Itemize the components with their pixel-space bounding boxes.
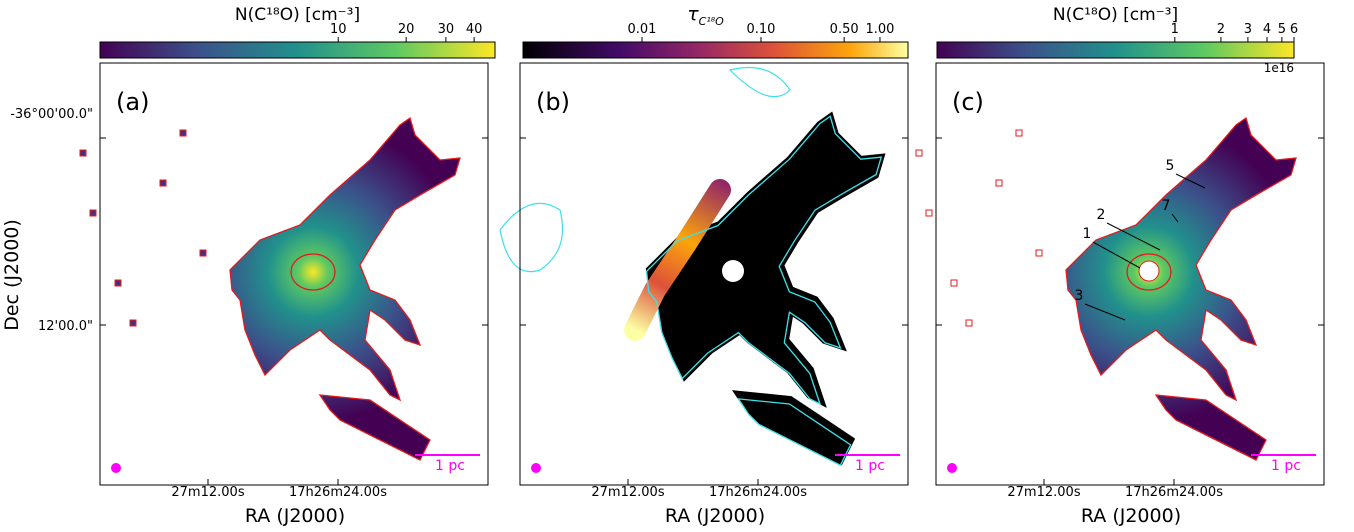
colorbar-tick-label: 6 — [1290, 22, 1298, 37]
colorbar-tick-label: 0.10 — [747, 22, 776, 37]
colorbar-title: τC¹⁸O — [687, 3, 724, 28]
beam — [531, 463, 541, 473]
y-tick-label: 12'00.0" — [38, 319, 93, 334]
masked-region — [1138, 260, 1160, 282]
y-axis-label: Dec (J2000) — [1, 219, 23, 331]
panel-label: (a) — [116, 88, 149, 116]
colorbar — [936, 41, 1295, 59]
source-pointer — [1106, 222, 1161, 251]
masked-region — [722, 260, 744, 282]
colorbar-tick-label: 30 — [438, 22, 455, 37]
colorbar — [522, 41, 909, 59]
pixel — [89, 209, 97, 217]
source-label: 1 — [1083, 226, 1092, 242]
pixel — [925, 209, 933, 217]
map-column-density — [1066, 118, 1296, 460]
colorbar-tick-label: 3 — [1244, 22, 1252, 37]
x-axis-label: RA (J2000) — [245, 505, 345, 527]
colorbar-tick-label: 1.00 — [865, 22, 894, 37]
pixel — [79, 149, 87, 157]
x-tick-label: 27m12.00s — [1007, 485, 1080, 500]
contour — [290, 253, 336, 291]
pixel — [1015, 129, 1023, 137]
colorbar-tick-label: 0.01 — [628, 22, 657, 37]
source-pointer — [1171, 213, 1179, 223]
frame — [935, 62, 1325, 486]
colorbar-tick-label: 0.50 — [830, 22, 859, 37]
colorbar — [99, 41, 496, 59]
x-tick-label: 27m12.00s — [591, 485, 664, 500]
panel-label: (b) — [536, 88, 570, 116]
pixel — [114, 279, 122, 287]
colorbar-tick-label: 1 — [1171, 22, 1179, 37]
map-panel — [79, 117, 461, 461]
pixel — [199, 249, 207, 257]
ridge — [624, 179, 731, 341]
pixel — [129, 319, 137, 327]
source-label: 2 — [1097, 207, 1106, 223]
colorbar-offset: 1e16 — [1264, 61, 1294, 75]
x-axis-label: RA (J2000) — [665, 505, 765, 527]
contour — [1126, 253, 1172, 291]
source-pointer — [1084, 303, 1126, 321]
pixel — [159, 179, 167, 187]
beam — [111, 463, 121, 473]
colorbar-title: N(C¹⁸O) [cm⁻³] — [235, 5, 360, 25]
map-column-density — [230, 118, 460, 460]
map-panel — [915, 117, 1297, 461]
source-pointer — [1175, 173, 1206, 189]
scalebar-label: 1 pc — [1271, 458, 1301, 474]
colorbar-subscript: C¹⁸O — [699, 15, 725, 28]
source-label: 3 — [1075, 288, 1084, 304]
frame — [519, 62, 909, 486]
colorbar-tick-label: 10 — [330, 22, 347, 37]
x-axis-label: RA (J2000) — [1081, 505, 1181, 527]
source-label: 7 — [1162, 198, 1171, 214]
beam — [947, 463, 957, 473]
map-panel — [499, 66, 881, 466]
pixel — [179, 129, 187, 137]
colorbar-tick-label: 2 — [1217, 22, 1225, 37]
contour — [499, 66, 791, 273]
map-optical-depth — [650, 118, 880, 460]
pixel — [965, 319, 973, 327]
scalebar-label: 1 pc — [435, 458, 465, 474]
colorbar-symbol: τ — [687, 3, 699, 25]
pixel — [915, 149, 923, 157]
colorbar-tick-label: 20 — [398, 22, 415, 37]
x-tick-label: 27m12.00s — [171, 485, 244, 500]
colorbar-tick-label: 5 — [1278, 22, 1286, 37]
pixel — [995, 179, 1003, 187]
x-tick-label: 17h26m24.00s — [289, 485, 387, 500]
colorbar-title: N(C¹⁸O) [cm⁻³] — [1053, 5, 1178, 25]
colorbar-tick-label: 40 — [466, 22, 483, 37]
y-tick-label: -36°00'00.0" — [10, 107, 93, 122]
colorbar-tick-label: 4 — [1263, 22, 1271, 37]
pixel — [1035, 249, 1043, 257]
frame — [99, 62, 489, 486]
x-tick-label: 17h26m24.00s — [1125, 485, 1223, 500]
source-pointer — [1092, 241, 1141, 269]
x-tick-label: 17h26m24.00s — [709, 485, 807, 500]
scalebar-label: 1 pc — [855, 458, 885, 474]
panel-label: (c) — [952, 88, 984, 116]
source-label: 5 — [1166, 158, 1175, 174]
pixel — [950, 279, 958, 287]
